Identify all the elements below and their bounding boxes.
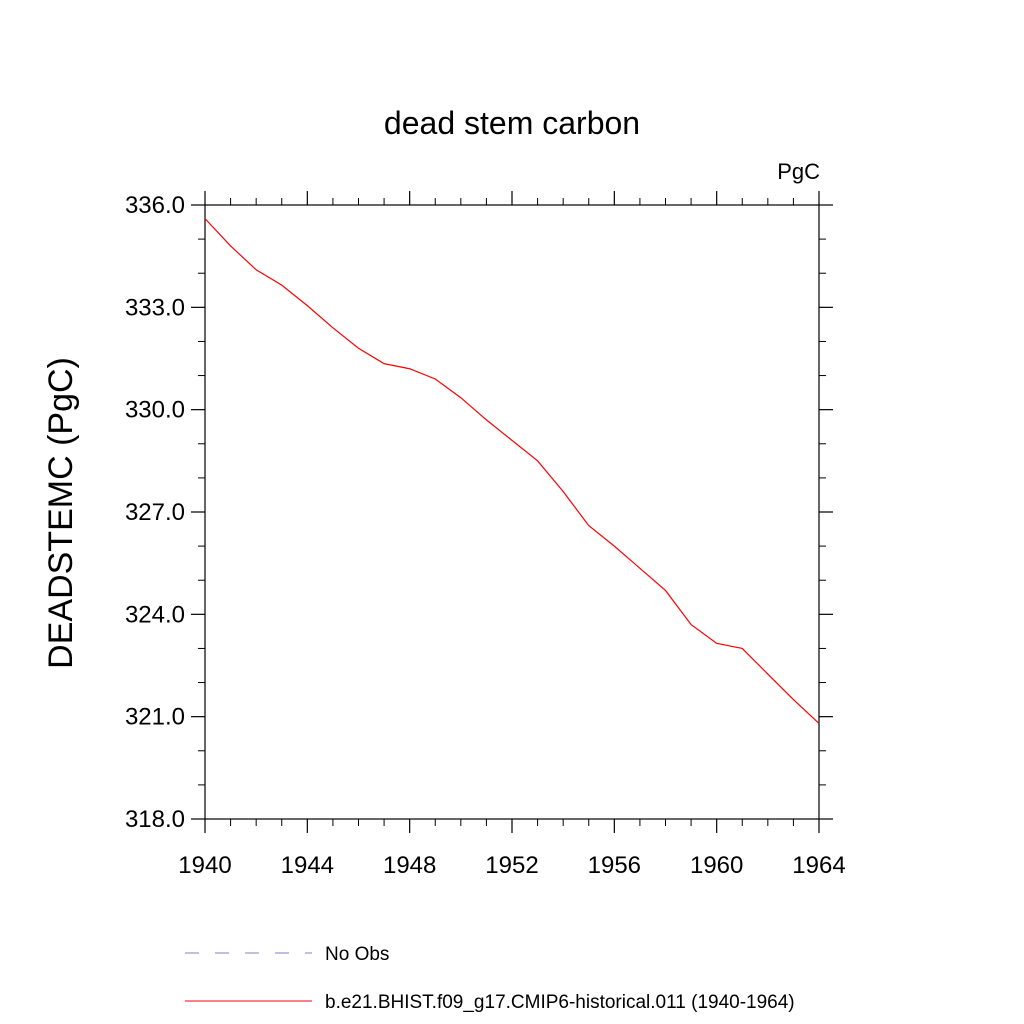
legend-label-no-obs: No Obs <box>325 944 389 965</box>
y-tick-label-6: 336.0 <box>125 192 185 219</box>
y-tick-label-0: 318.0 <box>125 806 185 833</box>
units-label: PgC <box>777 159 820 184</box>
x-tick-label-1944: 1944 <box>281 852 334 879</box>
x-axis: 1940 1944 1948 1952 1956 1960 1964 <box>178 191 846 879</box>
y-axis-label: DEADSTEMC (PgC) <box>42 357 80 669</box>
y-tick-label-2: 324.0 <box>125 601 185 628</box>
x-tick-label-1948: 1948 <box>383 852 436 879</box>
y-tick-label-4: 330.0 <box>125 397 185 424</box>
y-tick-label-3: 327.0 <box>125 499 185 526</box>
x-tick-label-1940: 1940 <box>178 852 231 879</box>
legend: No Obs b.e21.BHIST.f09_g17.CMIP6-histori… <box>185 944 795 1013</box>
y-axis: 318.0 321.0 324.0 327.0 330.0 333.0 336.0 <box>125 192 833 833</box>
x-tick-label-1964: 1964 <box>792 852 845 879</box>
chart-title: dead stem carbon <box>384 105 640 141</box>
x-tick-label-1952: 1952 <box>485 852 538 879</box>
legend-label-historical: b.e21.BHIST.f09_g17.CMIP6-historical.011… <box>325 992 795 1013</box>
x-tick-label-1960: 1960 <box>690 852 743 879</box>
x-tick-label-1956: 1956 <box>588 852 641 879</box>
series-line-0 <box>204 218 820 724</box>
series-layer <box>204 218 820 724</box>
y-tick-label-5: 333.0 <box>125 294 185 321</box>
y-tick-label-1: 321.0 <box>125 704 185 731</box>
